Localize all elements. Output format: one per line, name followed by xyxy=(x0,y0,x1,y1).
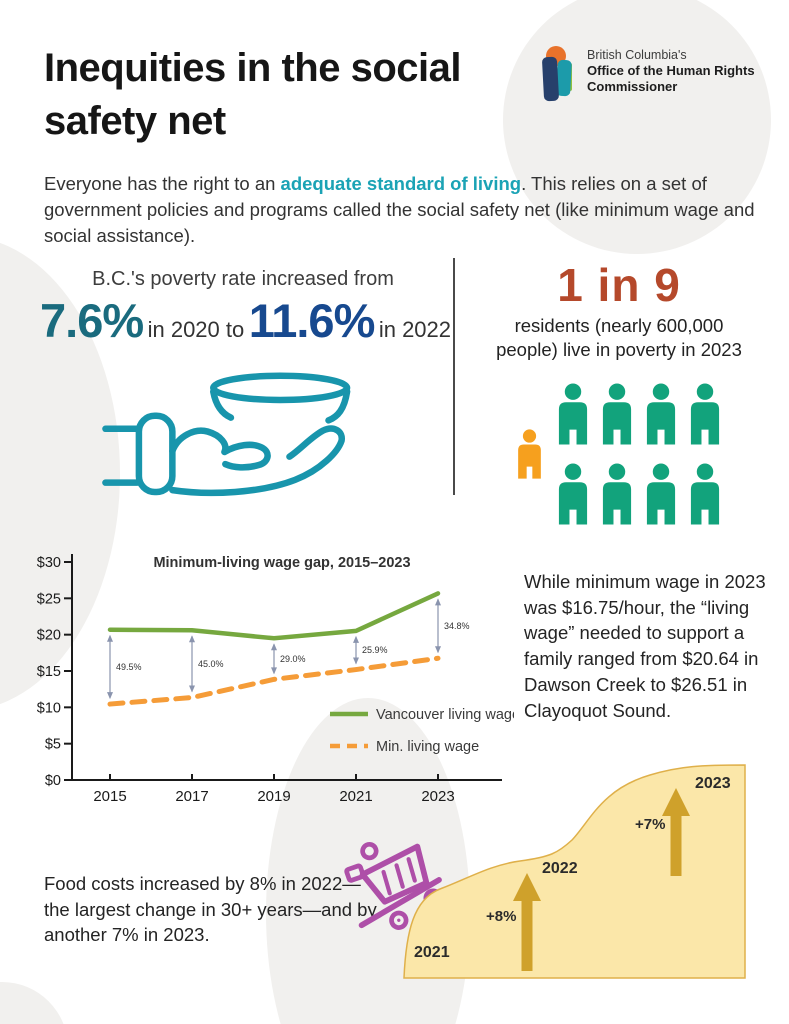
person-icon xyxy=(558,383,588,445)
y-tick-label: $5 xyxy=(45,737,61,753)
gap-arrow-head xyxy=(353,657,359,665)
wave-year-2022: 2022 xyxy=(542,860,578,877)
series-vancouver-living-wage xyxy=(107,591,441,641)
wave-year-2021: 2021 xyxy=(414,944,450,961)
x-tick-label: 2023 xyxy=(421,788,454,805)
y-tick-label: $15 xyxy=(37,664,61,680)
y-tick-label: $30 xyxy=(37,555,61,571)
logo-org-region: British Columbia's xyxy=(587,48,687,62)
tipped-shopping-cart-icon xyxy=(338,834,446,939)
background-blob xyxy=(503,0,771,254)
gap-arrow-head xyxy=(271,667,277,675)
growth-arrow-2022 xyxy=(513,873,541,971)
series-min-living-wage xyxy=(107,655,441,707)
poverty-stat-suffix: in 2022 xyxy=(378,317,452,342)
ratio-desc-line2: people) live in poverty in 2023 xyxy=(496,339,742,361)
logo-org-name2: Commissioner xyxy=(587,79,678,95)
poverty-rate-stat: B.C.'s poverty rate increased from 7.6% … xyxy=(40,268,451,523)
wave-shape xyxy=(403,764,746,979)
y-tick-label: $20 xyxy=(37,628,61,644)
gap-arrow-head xyxy=(435,598,441,606)
person-icon xyxy=(646,463,676,525)
poverty-stat-heading: B.C.'s poverty rate increased from xyxy=(92,268,394,290)
intro-paragraph: Everyone has the right to an adequate st… xyxy=(44,171,756,249)
intro-post: . This relies on a set of government pol… xyxy=(44,173,755,246)
wave-change-2023: +7% xyxy=(635,816,665,833)
gap-arrow-head xyxy=(435,646,441,654)
gap-arrow-head xyxy=(271,643,277,651)
gap-label: 45.0% xyxy=(198,659,224,669)
ratio-desc-line1: residents (nearly 600,000 xyxy=(514,315,724,336)
gap-label: 49.5% xyxy=(116,662,142,672)
x-tick-label: 2015 xyxy=(93,788,126,805)
person-icon xyxy=(646,383,676,445)
minimum-living-wage-gap-chart: Minimum-living wage gap, 2015–2023 $0 $5 $1… xyxy=(37,554,514,805)
y-tick-label: $10 xyxy=(37,700,61,716)
legend-label: Min. living wage xyxy=(376,739,479,755)
logo-org-name: Office of the Human Rights xyxy=(587,63,755,79)
background-blob xyxy=(0,982,68,1024)
logo-text: British Columbia's Office of the Human R… xyxy=(587,44,755,95)
person-icon xyxy=(690,383,720,445)
intro-highlight: adequate standard of living xyxy=(280,173,522,194)
x-tick-label: 2017 xyxy=(175,788,208,805)
wave-year-2023: 2023 xyxy=(695,775,731,792)
people-grid xyxy=(555,383,723,530)
poverty-ratio-stat: 1 in 9 residents (nearly 600,000 people)… xyxy=(468,258,770,530)
legend-label: Vancouver living wage xyxy=(376,707,514,723)
poverty-stat-between: in 2020 to xyxy=(147,317,245,342)
wave-change-2022: +8% xyxy=(486,908,516,925)
y-tick-label: $0 xyxy=(45,773,61,789)
gap-arrow-head xyxy=(189,685,195,693)
poverty-stat-values: 7.6% in 2020 to 11.6% in 2022 xyxy=(40,293,451,348)
person-icon xyxy=(602,383,632,445)
x-tick-label: 2021 xyxy=(339,788,372,805)
gap-arrow-head xyxy=(107,692,113,700)
person-icon xyxy=(558,463,588,525)
gap-arrow-head xyxy=(107,634,113,642)
y-tick-label: $25 xyxy=(37,591,61,607)
gap-label: 25.9% xyxy=(362,645,388,655)
gap-label: 34.8% xyxy=(444,621,470,631)
vertical-divider xyxy=(453,258,455,495)
bc-human-rights-logo: British Columbia's Office of the Human R… xyxy=(538,44,755,107)
minimum-wage-note: While minimum wage in 2023 was $16.75/ho… xyxy=(524,571,766,721)
gap-label: 29.0% xyxy=(280,654,306,664)
gap-arrow-head xyxy=(353,635,359,643)
hand-holding-bowl-icon xyxy=(40,360,446,523)
growth-arrow-2023 xyxy=(662,788,690,876)
poverty-rate-2020: 7.6% xyxy=(40,294,144,347)
bc-human-rights-logo-icon xyxy=(538,44,578,107)
people-pictogram xyxy=(468,383,770,530)
person-icon xyxy=(518,429,541,479)
poverty-rate-2022: 11.6% xyxy=(248,294,376,347)
food-costs-note: Food costs increased by 8% in 2022—the l… xyxy=(44,873,377,946)
person-icon xyxy=(690,463,720,525)
page-title: Inequities in the social safety net xyxy=(44,46,461,143)
chart-title: Minimum-living wage gap, 2015–2023 xyxy=(153,555,410,571)
highlighted-person-icon xyxy=(515,429,544,484)
ratio-description: residents (nearly 600,000 people) live i… xyxy=(468,314,770,363)
food-cost-growth-graphic: 2021 +8% 2022 +7% 2023 xyxy=(403,764,746,979)
person-icon xyxy=(602,463,632,525)
ratio-value: 1 in 9 xyxy=(557,259,681,311)
x-tick-label: 2019 xyxy=(257,788,290,805)
intro-pre: Everyone has the right to an xyxy=(44,173,281,194)
gap-arrow-head xyxy=(189,635,195,643)
